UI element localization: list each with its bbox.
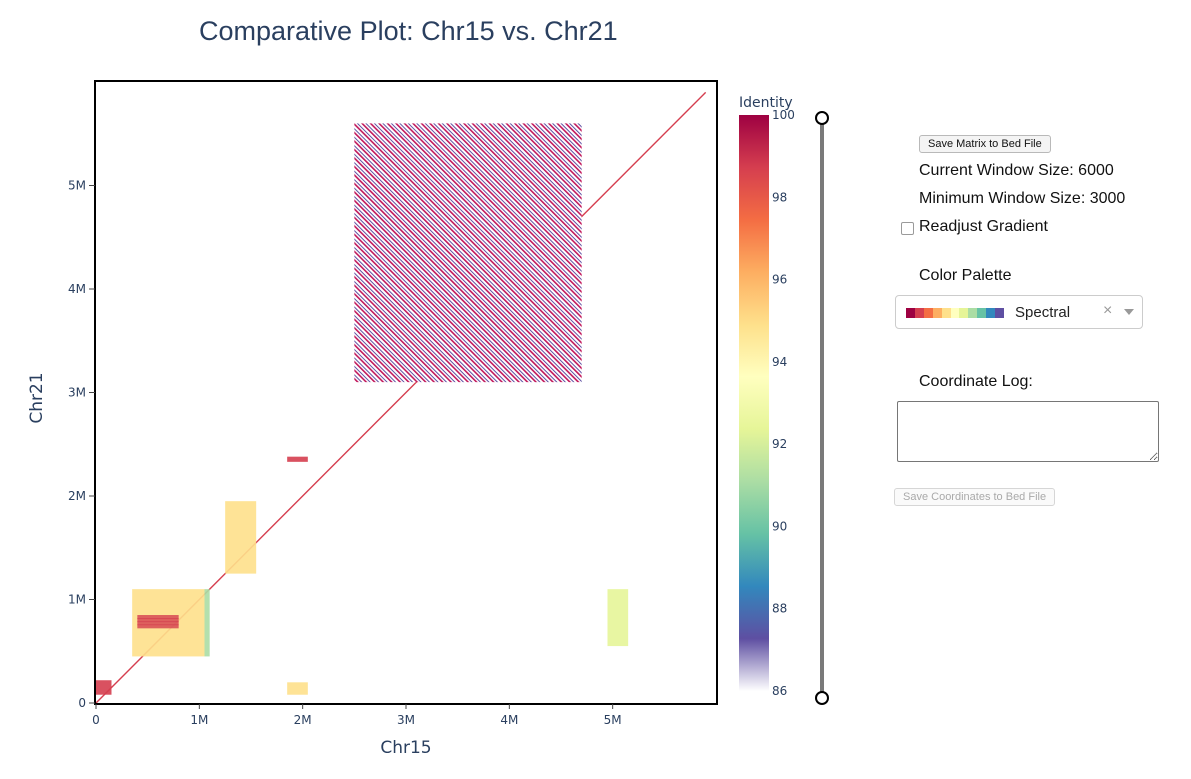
x-axis-title: Chr15 bbox=[380, 738, 431, 758]
y-tick-label: 2M bbox=[68, 489, 86, 503]
palette-swatch-color bbox=[977, 308, 987, 318]
palette-swatch-color bbox=[914, 308, 924, 318]
palette-swatch-color bbox=[959, 308, 969, 318]
palette-swatch bbox=[906, 308, 1004, 318]
heatmap-block-4 bbox=[96, 680, 112, 695]
coordinate-log-textarea[interactable] bbox=[897, 401, 1159, 462]
y-axis-title: Chr21 bbox=[27, 372, 47, 423]
colorbar-tick-label: 86 bbox=[772, 684, 787, 698]
palette-swatch-color bbox=[941, 308, 951, 318]
y-tick-label: 5M bbox=[68, 179, 86, 193]
heatmap-block-8 bbox=[287, 456, 308, 462]
colorbar-tick-label: 92 bbox=[772, 437, 787, 451]
coordinate-log-label: Coordinate Log: bbox=[919, 373, 1033, 390]
colorbar-title: Identity bbox=[739, 95, 793, 111]
colorbar-tick-label: 90 bbox=[772, 519, 787, 533]
y-tick-label: 0 bbox=[78, 696, 86, 710]
x-axis: 0 1M 2M 3M 4M 5M bbox=[92, 704, 622, 727]
colorbar-tick-label: 96 bbox=[772, 273, 787, 287]
readjust-gradient-checkbox[interactable] bbox=[901, 222, 914, 235]
y-tick-label: 3M bbox=[68, 386, 86, 400]
colorbar-ticks: 100 98 96 94 92 90 88 86 bbox=[772, 108, 795, 698]
slider-handle-bottom[interactable] bbox=[815, 691, 829, 705]
heatmap-band bbox=[137, 615, 179, 620]
heatmap-band bbox=[137, 624, 179, 629]
y-tick-label: 1M bbox=[68, 593, 86, 607]
heatmap-block-5 bbox=[287, 682, 308, 695]
colorbar-tick-label: 94 bbox=[772, 355, 787, 369]
heatmap-block-1 bbox=[354, 123, 582, 383]
x-tick-label: 5M bbox=[604, 713, 622, 727]
x-tick-label: 2M bbox=[294, 713, 312, 727]
heatmap-band bbox=[137, 618, 179, 623]
x-tick-label: 4M bbox=[500, 713, 518, 727]
readjust-gradient-label[interactable]: Readjust Gradient bbox=[919, 218, 1048, 235]
heatmap-block-6 bbox=[607, 589, 629, 647]
heatmap-area[interactable] bbox=[95, 91, 707, 704]
y-axis: 0 1M 2M 3M 4M 5M bbox=[68, 179, 95, 710]
close-icon[interactable]: × bbox=[1103, 302, 1113, 319]
colorbar bbox=[739, 115, 769, 691]
color-palette-dropdown[interactable]: Spectral × bbox=[895, 295, 1143, 329]
x-tick-label: 0 bbox=[92, 713, 100, 727]
save-matrix-button[interactable]: Save Matrix to Bed File bbox=[919, 135, 1051, 153]
range-slider[interactable] bbox=[815, 111, 829, 705]
heatmap-block-7 bbox=[204, 589, 210, 657]
heatmap-band bbox=[137, 621, 179, 626]
palette-swatch-color bbox=[986, 308, 996, 318]
palette-swatch-color bbox=[932, 308, 942, 318]
save-coordinates-button[interactable]: Save Coordinates to Bed File bbox=[894, 488, 1056, 506]
chevron-down-icon[interactable] bbox=[1124, 309, 1134, 315]
palette-swatch-color bbox=[950, 308, 960, 318]
color-palette-label: Color Palette bbox=[919, 267, 1012, 284]
palette-swatch-color bbox=[968, 308, 978, 318]
minimum-window-size: Minimum Window Size: 3000 bbox=[919, 190, 1126, 207]
current-window-size: Current Window Size: 6000 bbox=[919, 162, 1114, 179]
colorbar-tick-label: 100 bbox=[772, 108, 795, 122]
colorbar-tick-label: 88 bbox=[772, 602, 787, 616]
palette-selected-value: Spectral bbox=[1015, 304, 1071, 321]
slider-handle-top[interactable] bbox=[815, 111, 829, 125]
colorbar-tick-label: 98 bbox=[772, 190, 787, 204]
heatmap-block-3 bbox=[225, 501, 257, 574]
palette-swatch-color bbox=[906, 308, 915, 318]
x-tick-label: 3M bbox=[397, 713, 415, 727]
y-tick-label: 4M bbox=[68, 282, 86, 296]
x-tick-label: 1M bbox=[190, 713, 208, 727]
palette-swatch-color bbox=[995, 308, 1004, 318]
plot-title: Comparative Plot: Chr15 vs. Chr21 bbox=[199, 16, 618, 46]
palette-swatch-color bbox=[923, 308, 933, 318]
